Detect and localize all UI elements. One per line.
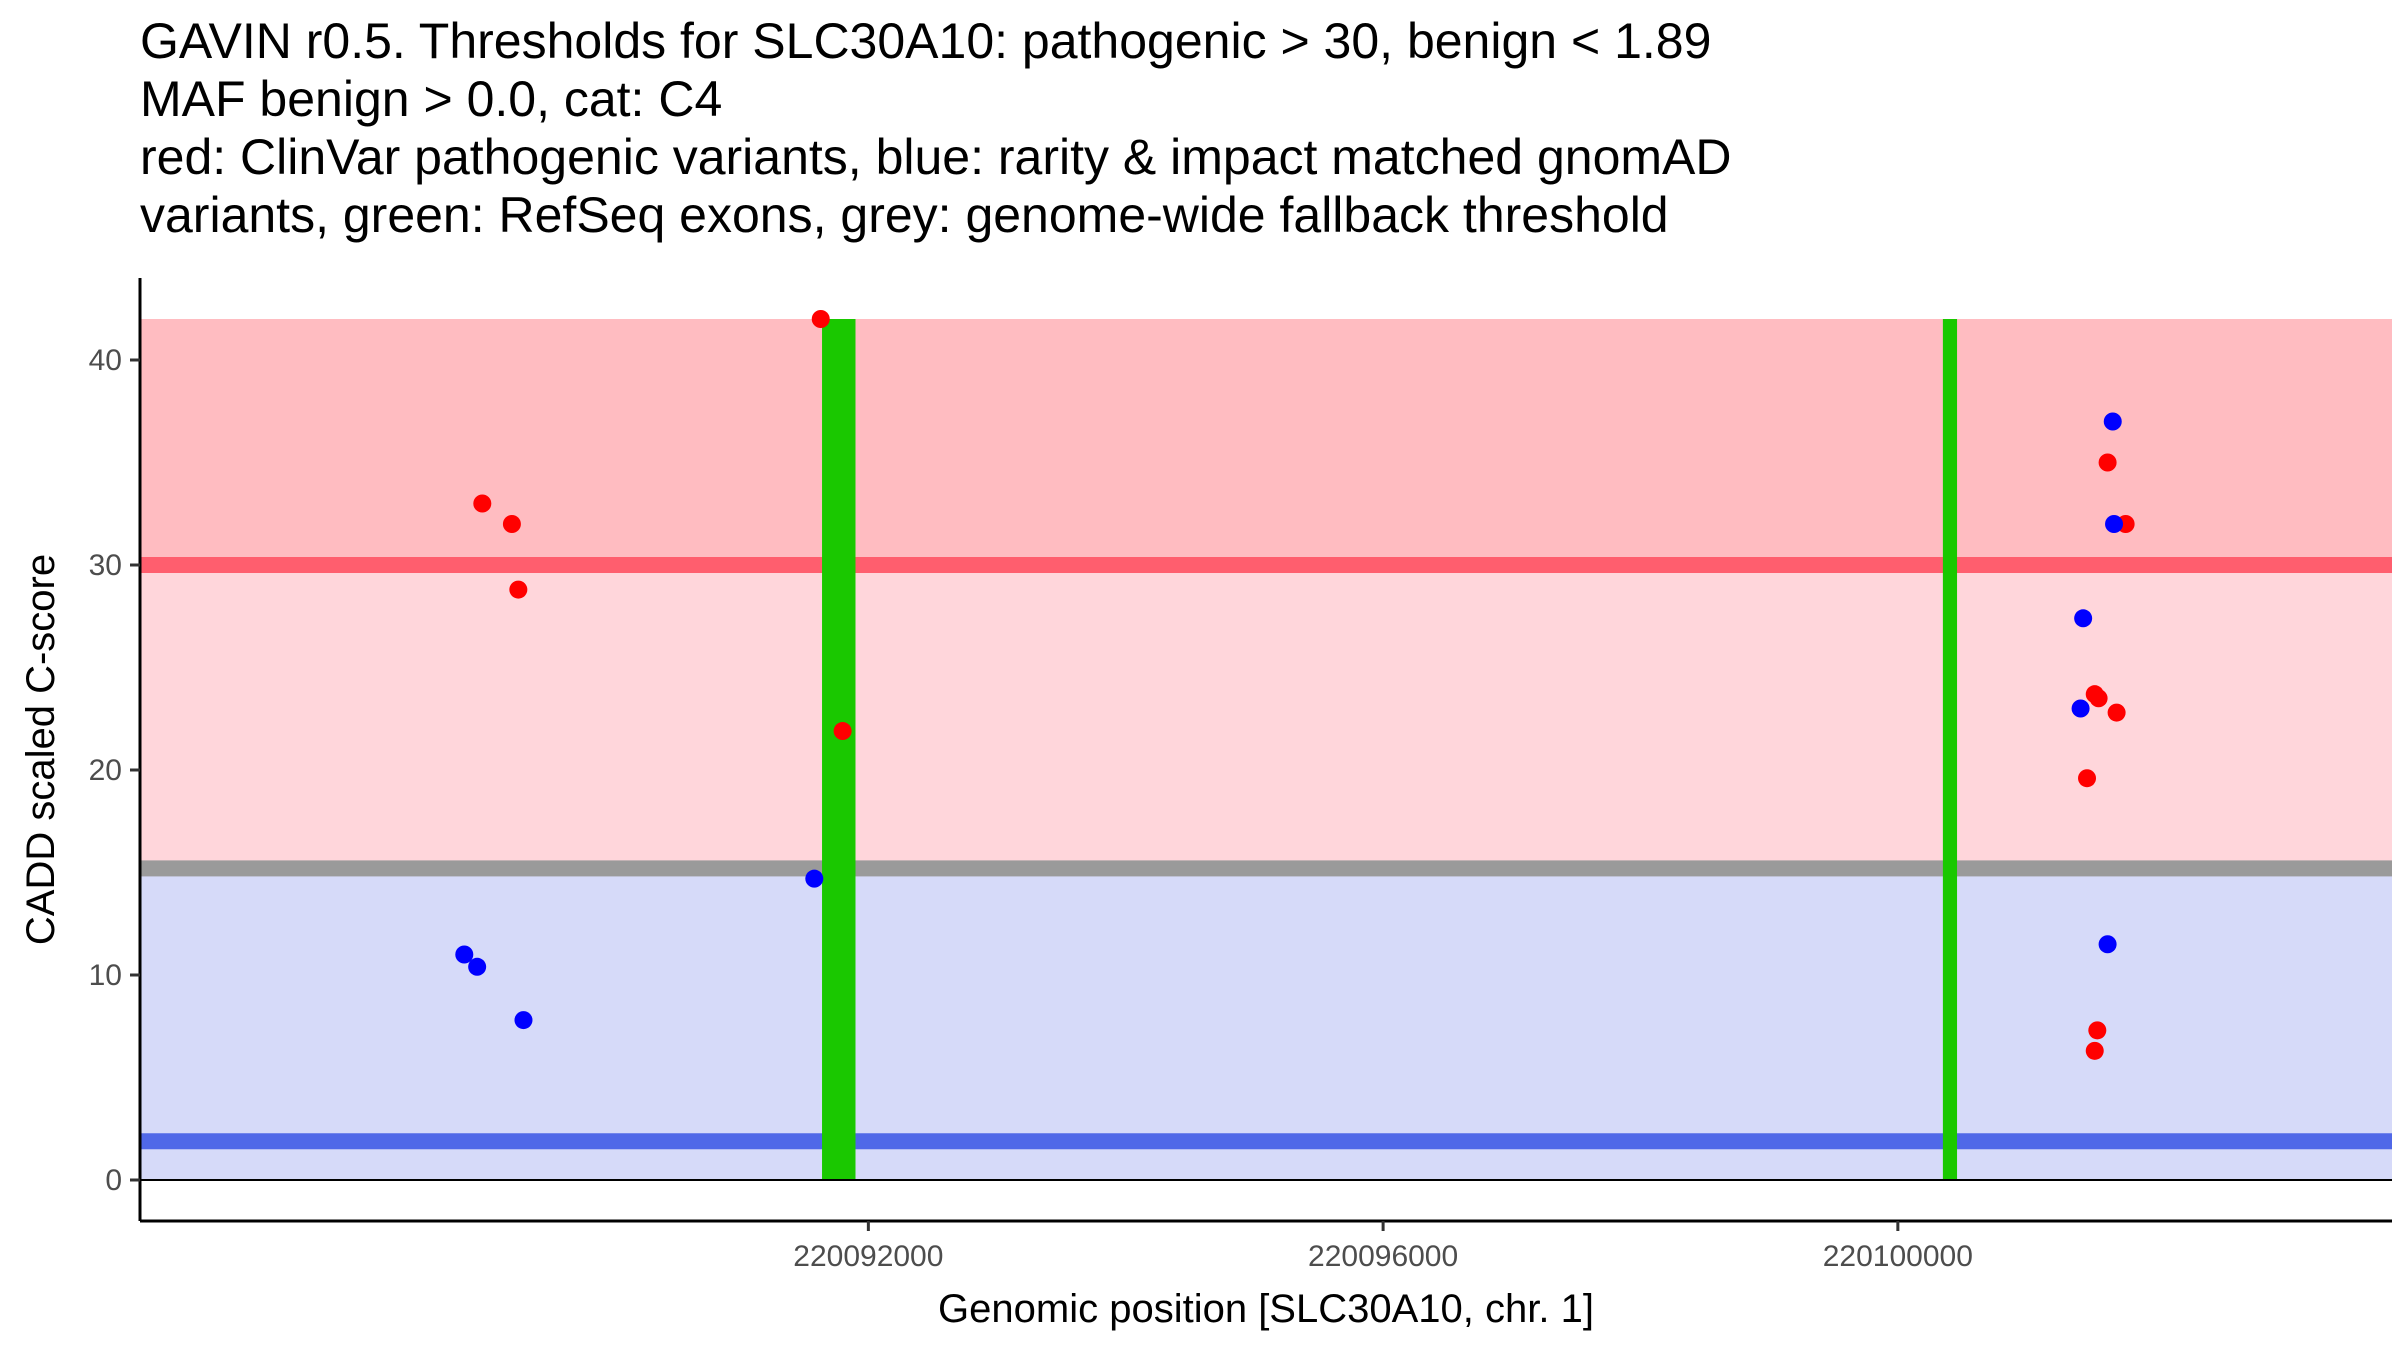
y-tick-label-10: 10: [89, 959, 122, 992]
pathogenic-point-2: [502, 515, 521, 533]
pathogenic-point-10: [2107, 703, 2126, 722]
axes: [138, 278, 2392, 1223]
chart-title-line-4: variants, green: RefSeq exons, grey: gen…: [140, 187, 1669, 243]
x-axis-label: Genomic position [SLC30A10, chr. 1]: [938, 1287, 1594, 1331]
gnomad-point-3: [2074, 609, 2093, 628]
gnomad-point-8: [468, 957, 487, 976]
gnomad-point-4: [2071, 699, 2090, 718]
y-axis-label: CADD scaled C-score: [19, 554, 63, 945]
between-fallback-and-pathogenic-band: [140, 565, 2392, 869]
pathogenic-threshold-line: [140, 557, 2392, 573]
exon-markers: [822, 319, 1958, 1180]
y-tick-label-0: 0: [105, 1164, 122, 1197]
exon-1-bar: [822, 319, 856, 1180]
x-tick-label-220100000: 220100000: [1823, 1240, 1973, 1273]
pathogenic-point-5: [833, 722, 852, 741]
gnomad-point-2: [2105, 515, 2124, 533]
x-tick-label-220096000: 220096000: [1308, 1240, 1458, 1273]
gnomad-point-1: [2103, 412, 2122, 431]
pathogenic-point-4: [811, 310, 830, 328]
fallback-threshold-line: [140, 860, 2392, 877]
gnomad-point-6: [805, 869, 824, 888]
variant-points: [455, 310, 2135, 1060]
threshold-bands: [140, 319, 2392, 1180]
pathogenic-point-13: [2085, 1041, 2104, 1060]
pathogenic-point-12: [2088, 1021, 2107, 1040]
y-tick-label-30: 30: [89, 549, 122, 582]
pathogenic-point-3: [509, 580, 528, 599]
threshold-lines: [140, 557, 2392, 1150]
y-tick-label-40: 40: [89, 344, 122, 377]
below-fallback-band: [140, 868, 2392, 1180]
benign-threshold-line: [140, 1133, 2392, 1150]
chart-title-line-2: MAF benign > 0.0, cat: C4: [140, 71, 723, 127]
gnomad-point-7: [455, 945, 474, 964]
chart-title-line-1: GAVIN r0.5. Thresholds for SLC30A10: pat…: [140, 13, 1712, 69]
x-axis-ticks: 220092000 220096000 220100000: [793, 1221, 1973, 1273]
y-axis-ticks: 0 10 20 30 40: [89, 344, 140, 1197]
pathogenic-point-6: [2098, 453, 2117, 472]
chart-title-block: GAVIN r0.5. Thresholds for SLC30A10: pat…: [140, 12, 1731, 244]
pathogenic-above-threshold-band: [140, 319, 2392, 565]
gnomad-point-5: [2098, 935, 2117, 954]
x-tick-label-220092000: 220092000: [793, 1240, 943, 1273]
pathogenic-point-9: [2089, 689, 2108, 708]
gnomad-point-9: [514, 1011, 533, 1030]
y-tick-label-20: 20: [89, 754, 122, 787]
pathogenic-point-11: [2078, 769, 2097, 788]
pathogenic-point-1: [473, 494, 492, 513]
chart-title-line-3: red: ClinVar pathogenic variants, blue: …: [140, 129, 1732, 185]
exon-2-bar: [1942, 319, 1958, 1180]
